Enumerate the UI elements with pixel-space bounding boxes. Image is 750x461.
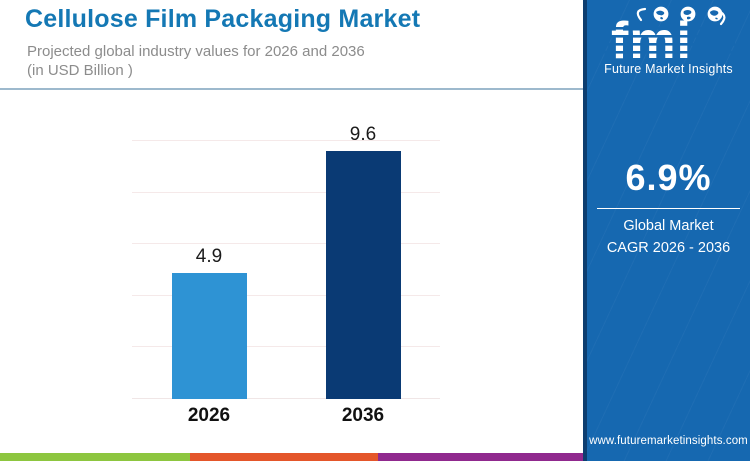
bar-value-label-2036: 9.6 [349,124,377,146]
cagr-divider [597,208,740,209]
cagr-label: Global Market CAGR 2026 - 2036 [587,215,750,259]
page-subtitle: Projected global industry values for 202… [27,42,365,80]
x-tick-label-2036: 2036 [341,405,385,426]
gridline-10 [132,140,440,141]
bar-2036 [325,151,401,399]
stripe-green [0,453,190,461]
header-divider [0,88,583,90]
globe-icon-americas [653,6,668,22]
x-axis-baseline [132,398,440,399]
fmi-logo: fmi [587,6,750,64]
stripe-orange [190,453,378,461]
chart-panel: Cellulose Film Packaging Market Projecte… [0,0,583,461]
cagr-label-line1: Global Market [623,218,714,234]
stripe-purple [378,453,583,461]
cagr-label-line2: CAGR 2026 - 2036 [606,240,731,256]
cagr-value: 6.9% [625,157,712,198]
fmi-logo-graphic: fmi [602,6,735,64]
globe-icon-europe [680,6,695,22]
plot-area: 4.9 2026 9.6 2036 [132,124,440,426]
logo-caption: Future Market Insights [604,62,733,76]
swoosh-left [636,7,646,22]
gridline-2 [132,346,440,348]
subtitle-line2: (in USD Billion ) [27,62,133,79]
gridline-4 [132,294,440,296]
x-tick-label-2026: 2026 [187,405,231,426]
bar-2026 [171,272,247,399]
header: Cellulose Film Packaging Market Projecte… [0,0,583,90]
gridline-6 [132,243,440,245]
gridline-8 [132,191,440,193]
brand-sidebar: fmi [583,0,750,461]
bar-value-label-2026: 4.9 [195,245,223,267]
footer-stripe [0,453,583,461]
svg-text:fmi: fmi [611,12,692,64]
subtitle-line1: Projected global industry values for 202… [27,43,365,60]
website-url: www.futuremarketinsights.com [589,435,748,447]
globe-icon-asia [707,6,722,22]
page-title: Cellulose Film Packaging Market [25,5,421,33]
